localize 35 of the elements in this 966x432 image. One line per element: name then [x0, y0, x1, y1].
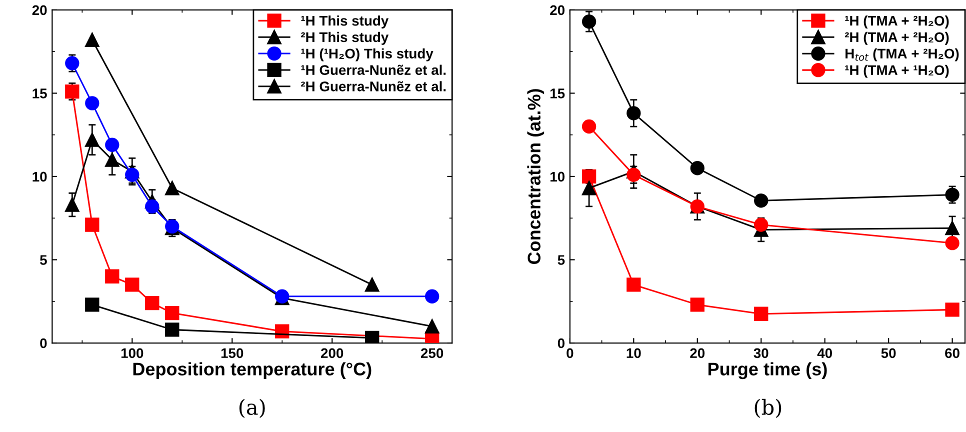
- y-tick-label: 5: [40, 255, 47, 265]
- y-tick-label: 20: [32, 5, 47, 16]
- legend-label: ¹H (¹H₂O) This study: [301, 48, 434, 62]
- x-tick-label: 150: [221, 348, 244, 358]
- x-tick-label: 10: [626, 348, 641, 358]
- y-tick-label: 20: [550, 5, 565, 16]
- y-tick-label: 15: [550, 88, 565, 98]
- legend-label: ¹H This study: [301, 15, 389, 28]
- y-tick-label: 10: [550, 172, 565, 182]
- y-tick-label: 5: [558, 255, 565, 265]
- text: (a): [239, 398, 265, 418]
- x-axis-title: Purge time (s): [708, 362, 827, 380]
- legend-label: ¹H Guerra-Nunẽz et al.: [301, 64, 446, 75]
- legend-label: ¹H (TMA + ²H₂O): [845, 15, 949, 28]
- x-tick-label: 40: [817, 348, 832, 358]
- x-tick-label: 30: [754, 348, 768, 358]
- y-tick-label: 0: [40, 338, 47, 348]
- x-tick-label: 20: [690, 348, 705, 358]
- legend-label: ²H Guerra-Nunẽz et al.: [301, 81, 446, 92]
- legend-label: ²H (TMA + ²H₂O): [844, 32, 949, 45]
- legend-label: ²H This study: [301, 32, 389, 45]
- x-tick-label: 200: [321, 348, 344, 358]
- y-axis-title: Concentration (at.%): [527, 89, 544, 264]
- x-tick-label: 60: [945, 348, 960, 358]
- text: (b): [754, 398, 782, 418]
- x-axis-title: Deposition temperature (°C): [133, 362, 372, 380]
- x-tick-label: 100: [121, 348, 144, 358]
- legend-label: ¹H (TMA + ¹H₂O): [845, 64, 949, 78]
- y-tick-label: 15: [32, 88, 47, 98]
- legend-label: H$_{tot}$ (TMA + ²H₂O): [846, 48, 959, 62]
- x-tick-label: 250: [420, 348, 444, 358]
- x-tick-label: 0: [566, 348, 574, 358]
- y-tick-label: 0: [558, 338, 565, 348]
- y-tick-label: 10: [32, 172, 47, 182]
- x-tick-label: 50: [881, 348, 896, 358]
